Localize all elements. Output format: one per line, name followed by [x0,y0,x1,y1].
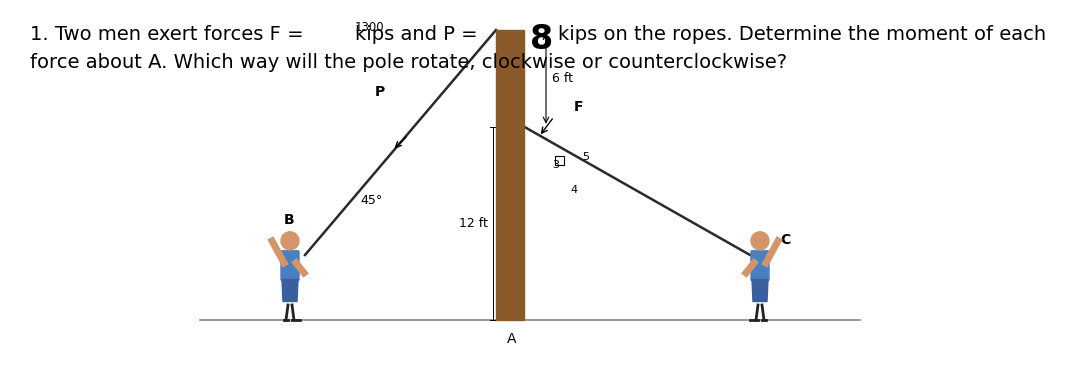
Text: C: C [780,233,791,247]
Text: 12 ft: 12 ft [459,217,488,230]
Text: 4: 4 [570,185,578,195]
Text: kips and P =: kips and P = [355,25,484,44]
FancyBboxPatch shape [281,251,299,280]
Text: P: P [375,85,384,99]
Text: force about A. Which way will the pole rotate, clockwise or counterclockwise?: force about A. Which way will the pole r… [30,53,787,72]
Polygon shape [752,280,768,301]
Circle shape [281,232,299,250]
Polygon shape [282,280,298,301]
Text: 45°: 45° [360,193,382,206]
Circle shape [751,232,769,250]
Text: 1300: 1300 [355,21,384,34]
Text: 3: 3 [552,160,559,169]
Text: 8: 8 [530,23,553,56]
Text: 5: 5 [582,152,589,162]
Text: F: F [573,100,583,114]
Bar [555,156,564,165]
Text: A: A [508,332,516,346]
Text: kips on the ropes. Determine the moment of each: kips on the ropes. Determine the moment … [558,25,1047,44]
Text: 1. Two men exert forces F =: 1. Two men exert forces F = [30,25,303,44]
FancyBboxPatch shape [751,251,769,280]
Bar [496,30,524,320]
Text: 6 ft: 6 ft [552,72,573,85]
Text: B: B [283,213,294,227]
